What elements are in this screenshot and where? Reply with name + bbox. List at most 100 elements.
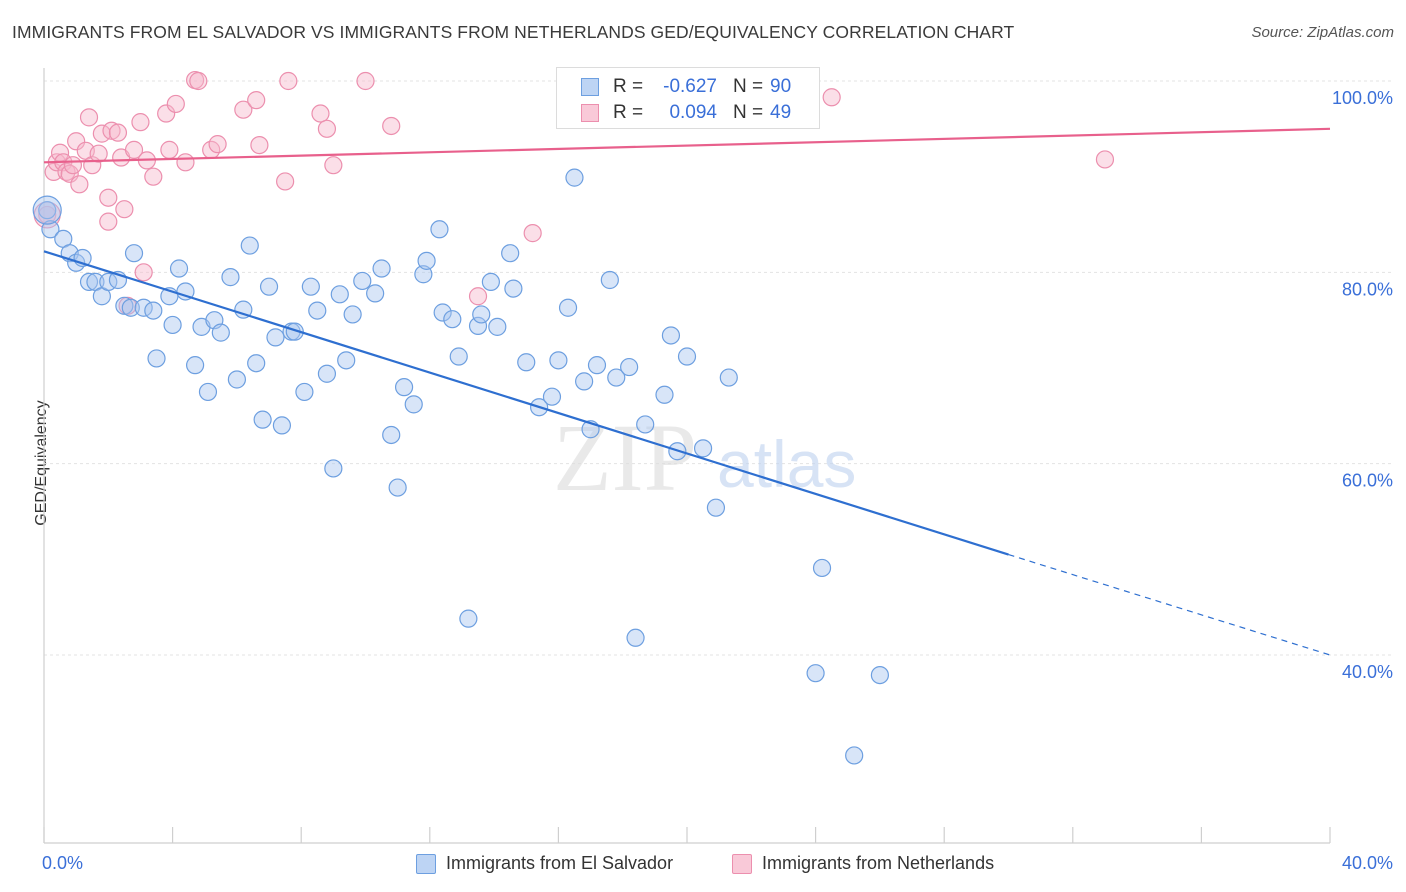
netherlands-point — [324, 156, 343, 175]
legend-r-value: 0.094 — [669, 102, 717, 123]
el-salvador-point — [414, 265, 433, 284]
netherlands-point — [311, 104, 330, 123]
el-salvador-point — [587, 356, 607, 375]
netherlands-point — [79, 108, 99, 127]
el-salvador-point — [121, 298, 140, 317]
el-salvador-point — [176, 282, 195, 301]
el-salvador-point — [655, 385, 674, 404]
el-salvador-point — [169, 259, 189, 278]
el-salvador-point — [234, 300, 253, 319]
el-salvador-point — [227, 370, 246, 389]
el-salvador-point — [558, 298, 578, 317]
el-salvador-point — [198, 382, 218, 402]
watermark-atlas: atlas — [717, 427, 856, 501]
chart-title: IMMIGRANTS FROM EL SALVADOR VS IMMIGRANT… — [12, 22, 1015, 42]
el-salvador-point — [32, 195, 62, 225]
el-salvador-point — [430, 220, 449, 239]
netherlands-point — [124, 140, 144, 159]
legend-n-value: 49 — [770, 102, 792, 123]
legend-label: Immigrants from Netherlands — [762, 853, 995, 873]
el-salvador-point — [661, 326, 681, 345]
legend-n-label: N = — [733, 76, 764, 97]
netherlands-point — [276, 172, 295, 191]
el-salvador-point — [693, 439, 713, 458]
netherlands-point — [115, 200, 134, 219]
el-salvador-point — [549, 351, 568, 370]
el-salvador-point — [266, 328, 285, 347]
netherlands-point — [67, 132, 86, 151]
x-tick-label: 40.0% — [1342, 853, 1393, 873]
el-salvador-point — [575, 372, 594, 391]
el-salvador-point — [459, 609, 478, 628]
el-salvador-point — [253, 410, 272, 429]
netherlands-point — [89, 144, 108, 163]
netherlands-point — [157, 104, 176, 123]
el-salvador-point — [806, 664, 825, 683]
legend-r-label: R = — [613, 102, 644, 123]
netherlands-point — [279, 71, 298, 91]
el-salvador-point — [259, 277, 279, 296]
el-salvador-point — [186, 356, 205, 375]
netherlands-point — [44, 162, 63, 181]
series-legend: Immigrants from El Salvador Immigrants f… — [0, 851, 1406, 879]
netherlands-point — [108, 123, 128, 142]
el-salvador-point — [301, 277, 320, 296]
legend-n-value: 90 — [770, 76, 792, 97]
el-salvador-point — [417, 251, 436, 270]
el-salvador-point — [317, 364, 337, 383]
el-salvador-trend-extension — [1008, 553, 1331, 656]
netherlands-point — [317, 119, 337, 138]
correlation-legend: R = -0.627 N = 90 R = 0.094 N = 49 — [556, 67, 820, 129]
el-salvador-point — [221, 268, 240, 287]
el-salvador-point — [144, 301, 163, 320]
el-salvador-point — [607, 368, 626, 387]
netherlands-point — [176, 153, 195, 172]
netherlands-point — [468, 287, 488, 306]
netherlands-point — [523, 224, 542, 243]
netherlands-point — [822, 88, 841, 107]
el-salvador-point — [353, 271, 372, 291]
netherlands-point — [102, 121, 121, 140]
el-salvador-trend-line — [43, 250, 1009, 556]
netherlands-trend-line — [43, 127, 1331, 164]
el-salvador-point — [394, 378, 414, 397]
el-salvador-point — [504, 279, 523, 298]
y-tick-label: 40.0% — [1342, 662, 1393, 682]
netherlands-point — [247, 91, 266, 110]
x-tick-label: 0.0% — [42, 853, 83, 873]
legend-swatch-pink — [581, 104, 599, 122]
netherlands-point — [250, 135, 269, 155]
el-salvador-point — [382, 425, 401, 445]
netherlands-point — [356, 71, 375, 91]
y-tick-label: 60.0% — [1342, 471, 1393, 491]
el-salvador-point — [706, 498, 726, 517]
netherlands-point — [70, 175, 89, 194]
el-salvador-point — [366, 284, 385, 303]
y-tick-label: 80.0% — [1342, 279, 1393, 299]
el-salvador-point — [812, 558, 832, 578]
netherlands-point — [99, 212, 118, 231]
el-salvador-point — [211, 323, 230, 342]
netherlands-point — [38, 205, 57, 225]
el-salvador-point — [147, 349, 166, 368]
el-salvador-point — [372, 259, 391, 278]
el-salvador-point — [433, 303, 452, 322]
el-salvador-point — [488, 317, 507, 336]
source-label: Source: ZipAtlas.com — [1251, 24, 1394, 41]
el-salvador-point — [481, 272, 500, 291]
el-salvador-point — [38, 201, 57, 220]
legend-r-label: R = — [613, 76, 644, 97]
netherlands-point — [131, 113, 150, 132]
el-salvador-point — [501, 244, 520, 263]
el-salvador-point — [468, 316, 488, 336]
netherlands-point — [134, 263, 153, 282]
legend-swatch-pink — [732, 854, 752, 874]
legend-n-label: N = — [733, 102, 764, 123]
netherlands-point — [382, 116, 401, 136]
el-salvador-point — [517, 353, 536, 372]
el-salvador-point — [324, 459, 343, 478]
netherlands-point — [63, 156, 83, 175]
el-salvador-point — [620, 357, 639, 377]
el-salvador-point — [542, 387, 562, 406]
